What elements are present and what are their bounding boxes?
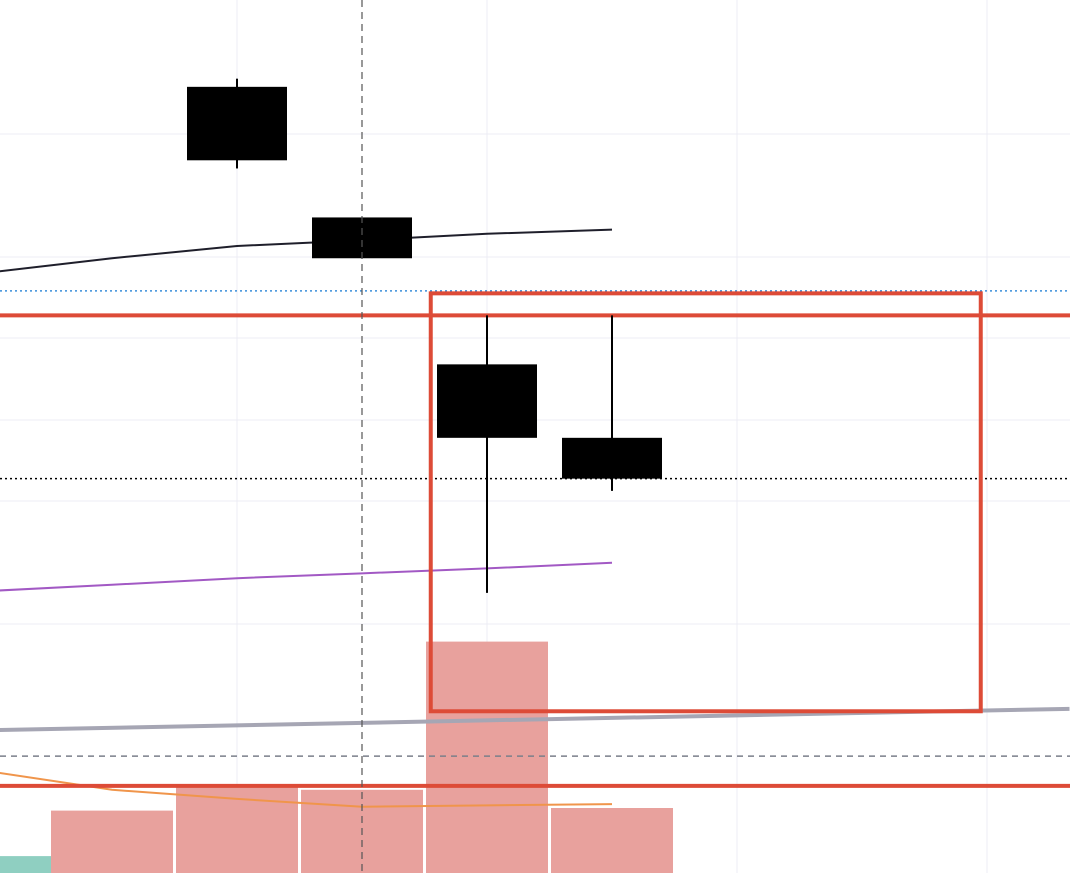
volume-bar — [0, 856, 61, 873]
moving-average-line — [0, 561, 613, 592]
moving-average-line — [0, 228, 613, 273]
volume-pane — [0, 641, 673, 873]
volume-bar — [176, 787, 298, 873]
volume-bar — [426, 641, 548, 873]
volume-bar — [551, 808, 673, 873]
candle-body — [187, 86, 287, 161]
candle-body — [312, 217, 412, 259]
reference-lines — [0, 290, 1070, 788]
highlight-box[interactable] — [428, 291, 983, 714]
candle-body — [437, 364, 537, 438]
volume-bar — [51, 810, 173, 873]
candles[interactable] — [187, 78, 662, 593]
candle-body — [562, 437, 662, 479]
highlight-box-layer[interactable] — [428, 291, 983, 714]
